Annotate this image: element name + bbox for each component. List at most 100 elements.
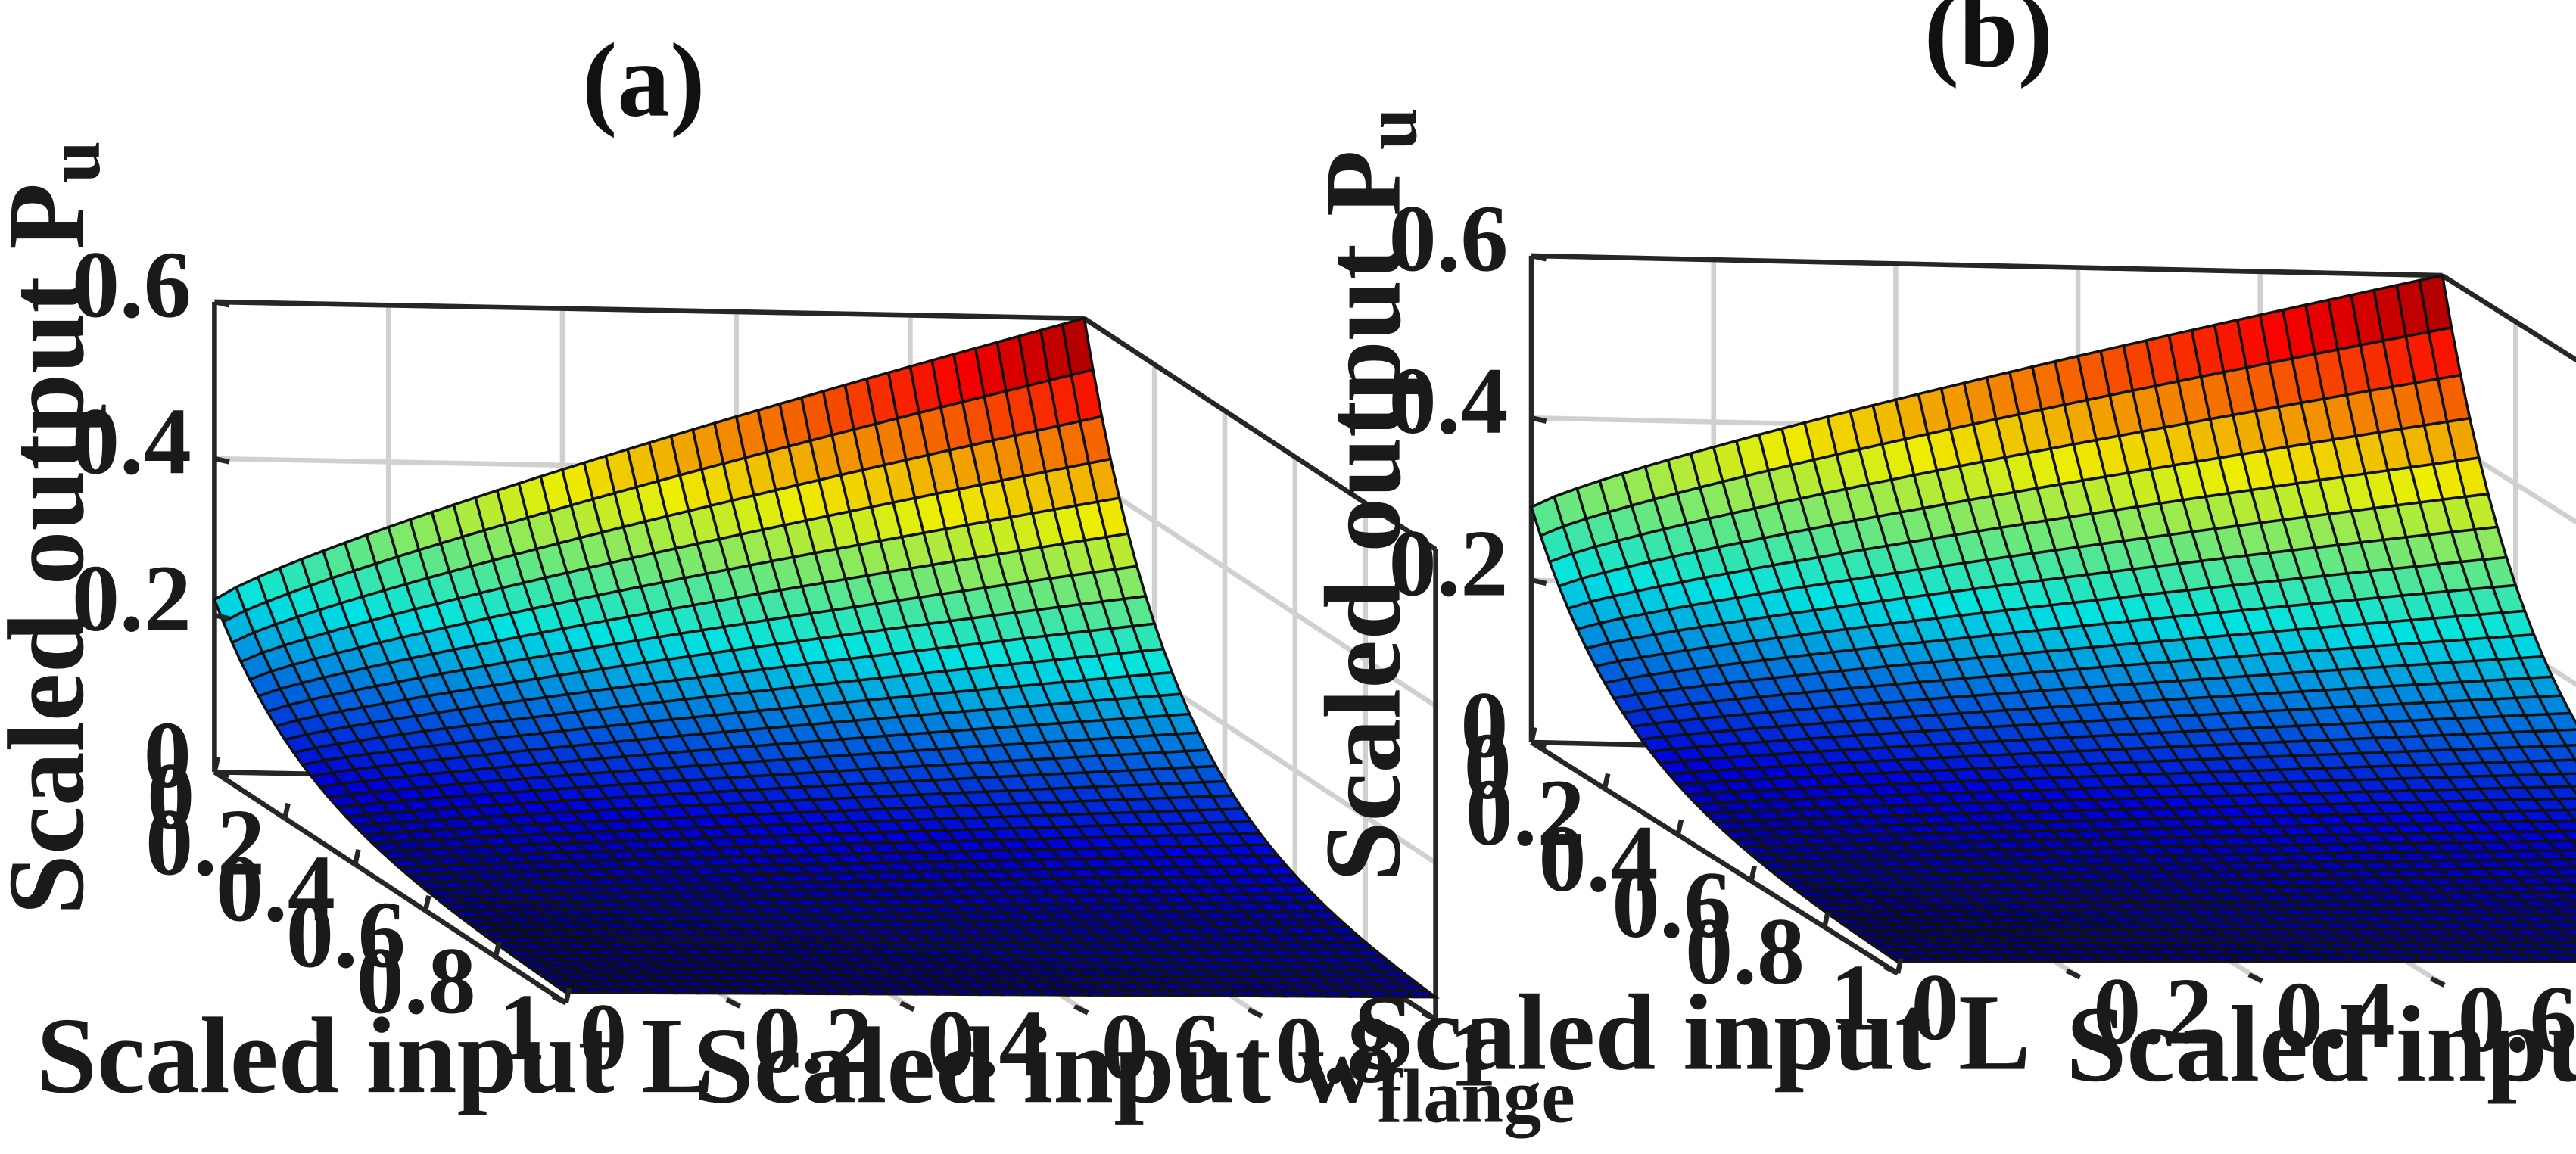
z-tick [213,612,230,621]
box-edge [1082,316,1438,552]
surface [1529,273,2576,963]
y-tick [2430,976,2446,988]
z-label-main: Scaled output P [1304,150,1424,882]
y-tick-label: 0.8 [1275,997,1394,1103]
x-tick [212,756,220,773]
surface-patch [2558,947,2576,957]
y-axis-label: Scaled input wflange [693,1006,1575,1138]
z-tick-label: 0.4 [72,389,192,495]
y-axis: 0 0.2 0.4 0.6 0.8 1 [551,984,1497,1106]
x-tick-label: 0.6 [286,882,406,988]
x-tick-label: 0.4 [1538,806,1658,912]
z-axis: 0 0.2 0.4 0.6 [1388,186,1547,779]
surface-patch [2418,273,2453,334]
y-tick [551,994,568,1006]
y-tick-label: 0.6 [2457,966,2576,1072]
surface-patch [2563,808,2576,823]
x-tick [1822,911,1830,928]
y-tick-label: 0.4 [927,991,1047,1096]
z-tick [1531,739,1547,748]
y-tick-label: 0.2 [2093,959,2213,1065]
x-tick [1675,819,1684,835]
y-tick [2065,968,2082,980]
x-tick-label: 0 [1464,714,1512,820]
y-label-sub: flange [1377,1054,1575,1138]
surface [213,316,1440,999]
x-axis-label: Scaled input L [36,996,715,1116]
surface-patch [2563,857,2576,869]
surface-patch [2563,744,2576,761]
y-tick [1073,1003,1089,1016]
surface-patch [2559,772,2576,788]
x-tick-label: 1 [498,975,546,1081]
panel-b: 00.20.40.600.20.40.60.8100.20.40.60.81(b… [1304,0,2576,1117]
y-tick [1421,1010,1438,1022]
z-tick-label: 0.6 [72,232,192,338]
z-label-sub: u [1348,107,1432,150]
surface-patch [2559,875,2576,886]
x-tick-label: 0.2 [1466,760,1585,866]
y-tick-label: 0 [1911,954,1958,1060]
y-tick [2247,972,2263,984]
x-tick [1749,865,1757,882]
z-tick-label: 0.6 [1388,186,1508,292]
y-label-main: Scaled input t [2066,984,2576,1105]
x-tick-label: 0.2 [145,789,265,895]
x-tick [352,848,361,866]
x-tick-label: 0.8 [1685,898,1805,1004]
y-axis: 00.20.40.60.81 [1883,954,2576,1072]
z-tick [1531,577,1547,586]
z-tick-label: 0.2 [72,546,192,652]
box-edge [1530,740,1899,975]
x-tick [422,895,431,912]
svg-text:Scaled output Pu: Scaled output Pu [0,141,116,915]
z-axis-label: Scaled output Pu [0,141,116,915]
y-axis-label: Scaled input tflange [2066,984,2576,1117]
z-tick [213,770,230,778]
surface-patch [2562,898,2576,909]
surface-patch [2568,785,2576,795]
z-axis-label: Scaled output Pu [1304,107,1433,882]
z-tick-label: 0.2 [1388,510,1508,616]
chart-title: (a) [582,23,706,139]
y-tick-label: 0.6 [1101,994,1220,1100]
y-tick-label: 0.2 [753,988,873,1093]
z-tick [213,299,230,308]
surface-patch [1061,316,1095,377]
box-edge [1531,253,2443,278]
y-tick [899,1000,915,1012]
z-label-sub: u [32,141,116,183]
y-tick-label: 0.4 [2275,963,2395,1068]
z-axis: 0 0.2 0.4 0.6 [72,232,230,808]
z-tick-label: 0.4 [1388,348,1508,454]
x-tick-label: 0.8 [357,928,476,1034]
x-tick-label: 0.6 [1612,852,1731,958]
surface-patch [2558,913,2576,923]
y-label-main: Scaled input w [693,1006,1378,1126]
z-tick [1531,415,1547,424]
surface-patch [2559,829,2576,842]
svg-text:Scaled output Pu: Scaled output Pu [1304,107,1433,882]
y-tick [1247,1007,1263,1019]
x-axis: 00.20.40.60.8 1 [1464,714,1904,1050]
z-tick-label: 0 [144,702,192,808]
chart-title: (b) [1924,0,2054,89]
surface-patch [2562,934,2576,944]
x-tick [282,802,291,819]
box-edge [213,770,568,1006]
x-tick [1528,726,1537,743]
y-tick [1883,964,1899,976]
z-label-main: Scaled output P [0,183,107,915]
z-tick [213,456,230,465]
box-edge [2441,273,2576,363]
x-tick-label: 1 [1830,944,1878,1050]
x-tick-label: 0 [147,743,195,849]
x-axis: 00.20.40.60.8 1 [145,743,572,1081]
y-tick [725,997,741,1009]
y-tick-label: 1 [1449,1000,1497,1106]
y-tick-label: 0 [579,984,627,1090]
panel-a: 00.20.40.600.20.40.60.8 1 0 0.2 0.4 0.6 0.8 1(a… [0,23,1575,1139]
z-tick-label: 0 [1460,673,1508,779]
x-tick [493,941,502,958]
